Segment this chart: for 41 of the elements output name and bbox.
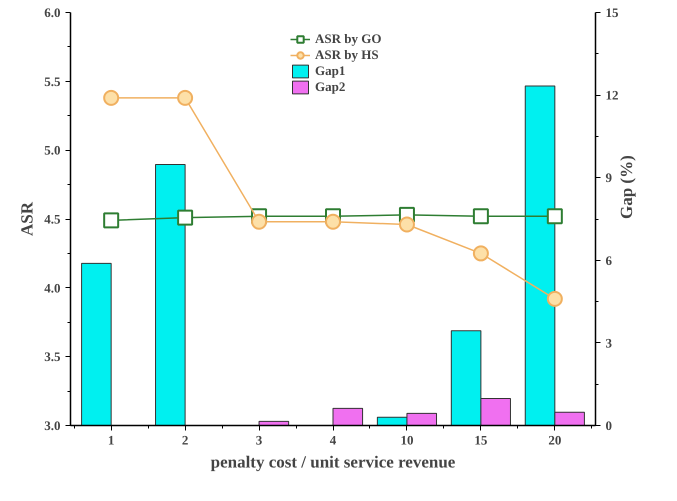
x-tick-label: 1 bbox=[108, 432, 114, 448]
y2-tick-label: 0 bbox=[606, 418, 612, 433]
point bbox=[472, 208, 489, 224]
x-tick-label: 10 bbox=[400, 432, 414, 448]
y-tick-label: 5.0 bbox=[44, 142, 60, 158]
x-tick-label: 4 bbox=[330, 432, 337, 448]
point bbox=[177, 90, 194, 106]
y-tick-label: 5.5 bbox=[44, 74, 61, 89]
y-tick-label: 4.5 bbox=[44, 212, 61, 226]
y-tick-label: 3.5 bbox=[44, 349, 61, 364]
x-tick-label: 2 bbox=[182, 432, 188, 448]
legend-label: ASR by HS bbox=[315, 47, 379, 63]
y-tick-label: 6.0 bbox=[44, 5, 60, 20]
point bbox=[472, 245, 489, 262]
x-tick-label: 20 bbox=[548, 432, 562, 448]
y2-tick-label: 9 bbox=[606, 170, 612, 186]
y-tick-label: 4.0 bbox=[44, 280, 60, 296]
legend-label: ASR by GO bbox=[315, 31, 382, 47]
point bbox=[546, 208, 563, 224]
y-axis-title: ASR bbox=[17, 201, 36, 236]
point bbox=[398, 216, 415, 232]
point bbox=[103, 212, 120, 228]
y2-tick-label: 15 bbox=[606, 5, 619, 20]
x-tick-label: 15 bbox=[474, 432, 488, 448]
y2-tick-label: 6 bbox=[606, 252, 612, 268]
y-tick-label: 3.0 bbox=[44, 418, 60, 433]
point bbox=[251, 214, 268, 230]
point bbox=[103, 90, 120, 106]
point bbox=[546, 290, 563, 307]
y2-axis-title: Gap (%) bbox=[617, 155, 636, 219]
point bbox=[325, 214, 341, 230]
legend-label: Gap2 bbox=[315, 79, 346, 95]
x-axis-title: penalty cost / unit service revenue bbox=[210, 452, 456, 472]
bar bbox=[332, 408, 364, 426]
y2-tick-label: 3 bbox=[606, 335, 612, 350]
bar bbox=[81, 262, 112, 426]
y2-tick-label: 12 bbox=[606, 88, 618, 103]
point bbox=[177, 210, 194, 226]
legend-label: Gap1 bbox=[315, 63, 346, 79]
bar bbox=[155, 164, 186, 426]
x-tick-label: 3 bbox=[256, 432, 263, 448]
